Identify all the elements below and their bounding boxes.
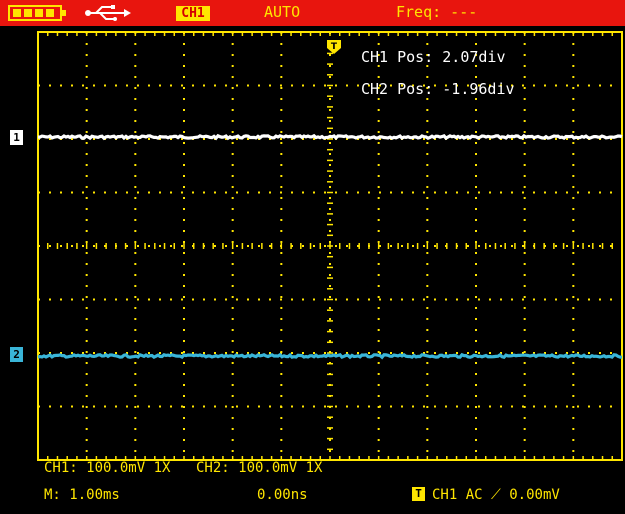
ch1-scale: CH1: 100.0mV 1X: [44, 460, 171, 476]
usb-icon: [85, 5, 131, 21]
channel-tag: CH1: [176, 6, 210, 21]
ch2-trace: [37, 352, 623, 360]
ch1-level-marker[interactable]: 1: [10, 130, 23, 145]
ch1-position-readout: CH1 Pos: 2.07div: [361, 48, 506, 66]
status-bar: CH1 AUTO Freq: ---: [0, 0, 625, 26]
trigger-position-marker[interactable]: T: [327, 40, 341, 54]
ch2-level-marker[interactable]: 2: [10, 347, 23, 362]
time-offset: 0.00ns: [257, 487, 308, 503]
trigger-info: CH1 AC ⟋ 0.00mV: [432, 487, 560, 503]
frequency-readout: Freq: ---: [396, 3, 478, 21]
trigger-marker-label: T: [331, 42, 338, 52]
trigger-mode: AUTO: [264, 3, 301, 21]
ch1-trace: [37, 133, 623, 141]
battery-icon: [8, 5, 66, 21]
ch2-scale: CH2: 100.0mV 1X: [196, 460, 323, 476]
waveform-display: [37, 31, 623, 461]
trigger-badge: T: [412, 487, 425, 501]
graticule: [37, 31, 623, 461]
traces: [37, 133, 623, 360]
ch2-position-readout: CH2 Pos: -1.96div: [361, 80, 515, 98]
timebase: M: 1.00ms: [44, 487, 120, 503]
